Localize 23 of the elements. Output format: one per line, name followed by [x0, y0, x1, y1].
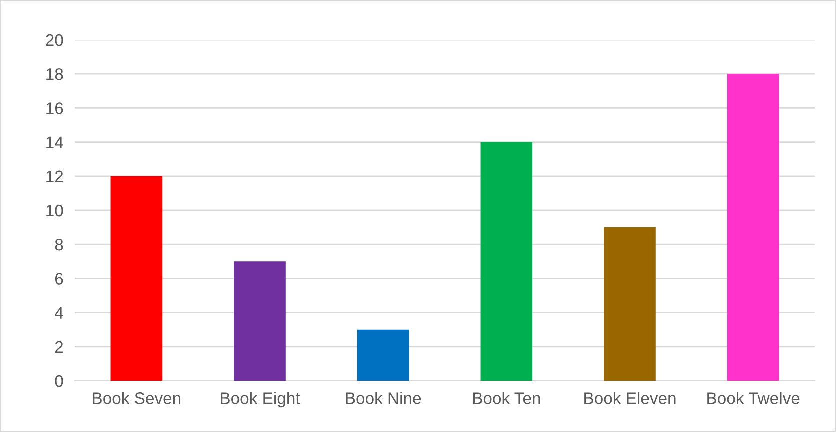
y-tick-label: 0 — [55, 375, 64, 388]
y-tick-label: 8 — [55, 239, 64, 251]
bar — [234, 262, 286, 381]
y-tick-label: 20 — [46, 34, 64, 46]
bar — [357, 330, 410, 381]
x-tick-label: Book Ten — [473, 392, 540, 404]
y-tick-label: 12 — [46, 170, 64, 182]
x-tick-label: Book Eight — [221, 392, 300, 408]
y-tick-label: 18 — [46, 68, 64, 80]
x-tick-label: Book Twelve — [708, 392, 800, 404]
bar — [480, 142, 533, 381]
bar — [604, 228, 656, 381]
y-tick-label: 14 — [46, 136, 64, 148]
y-tick-label: 4 — [55, 307, 64, 319]
x-tick-label: Book Eleven — [584, 392, 676, 404]
bar — [110, 176, 163, 381]
x-tick-label: Book Seven — [93, 392, 181, 404]
bar — [727, 74, 780, 381]
y-tick-label: 2 — [55, 341, 64, 353]
x-tick-label: Book Nine — [346, 392, 422, 404]
y-tick-label: 16 — [46, 102, 64, 114]
y-tick-label: 10 — [46, 204, 64, 217]
y-tick-label: 6 — [55, 273, 64, 285]
